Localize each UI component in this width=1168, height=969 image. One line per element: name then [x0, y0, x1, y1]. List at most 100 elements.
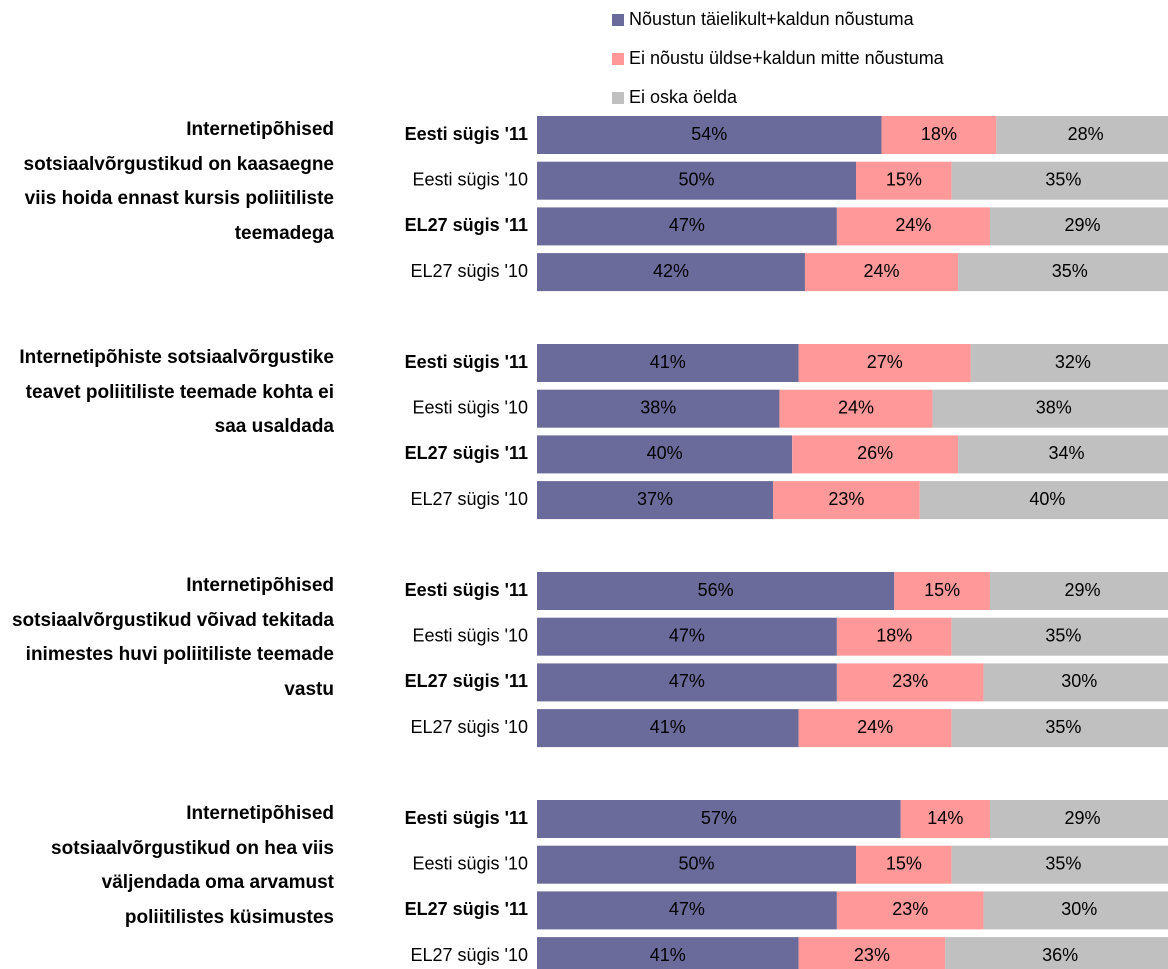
legend-swatch [612, 92, 624, 104]
value-label: 47% [669, 899, 705, 919]
bar-segment [951, 709, 1168, 748]
value-label: 23% [892, 671, 928, 691]
row-label: Eesti sügis '11 [405, 352, 528, 372]
value-label: 35% [1045, 169, 1081, 189]
row-label: EL27 sügis '10 [410, 489, 528, 509]
row-label: EL27 sügis '11 [405, 443, 528, 463]
row-label: Eesti sügis '10 [413, 397, 529, 417]
row-label: EL27 sügis '10 [410, 261, 528, 281]
bar-segment [951, 617, 1168, 656]
group-label: Internetipõhiste sotsiaalvõrgustike teav… [19, 347, 334, 437]
bar-segment [537, 663, 837, 702]
value-label: 32% [1055, 352, 1091, 372]
bar-segment [773, 481, 920, 520]
bar-segment [970, 344, 1168, 382]
bar-segment [792, 435, 959, 474]
bar-segment [779, 389, 933, 428]
bar-segment [881, 116, 997, 154]
value-label: 27% [867, 352, 903, 372]
row-label: Eesti sügis '11 [405, 808, 528, 828]
value-label: 41% [650, 945, 686, 965]
bar-segment [537, 253, 805, 292]
value-label: 23% [854, 945, 890, 965]
value-label: 30% [1061, 899, 1097, 919]
value-label: 14% [927, 808, 963, 828]
value-label: 41% [650, 717, 686, 737]
bar-segment [537, 800, 901, 838]
group-label: Internetipõhised sotsiaalvõrgustikud on … [51, 803, 334, 928]
value-label: 28% [1068, 124, 1104, 144]
value-label: 24% [895, 215, 931, 235]
value-label: 30% [1061, 671, 1097, 691]
bar-segment [856, 845, 952, 884]
bar-segment [537, 344, 799, 382]
value-label: 23% [828, 489, 864, 509]
value-label: 41% [650, 352, 686, 372]
value-label: 35% [1045, 853, 1081, 873]
bar-segment [951, 161, 1168, 200]
bar-segment [836, 617, 952, 656]
value-label: 54% [691, 124, 727, 144]
bar-segment [989, 572, 1168, 610]
value-label: 35% [1045, 717, 1081, 737]
bar-segment [537, 389, 780, 428]
legend-swatch [612, 14, 624, 26]
bar-segment [900, 800, 990, 838]
bar-segment [919, 481, 1168, 520]
value-label: 38% [1036, 397, 1072, 417]
bar-segment [958, 253, 1168, 292]
value-label: 36% [1042, 945, 1078, 965]
bar-segment [989, 207, 1168, 246]
bar-segment [804, 253, 959, 292]
row-label: EL27 sügis '10 [410, 945, 528, 965]
value-label: 15% [886, 169, 922, 189]
value-label: 56% [698, 580, 734, 600]
bar-segment [537, 161, 856, 200]
bar-segment [537, 435, 793, 474]
row-label: Eesti sügis '10 [413, 853, 529, 873]
bar-segment [958, 435, 1168, 474]
bar-segment [798, 709, 952, 748]
bar-segment [537, 481, 774, 520]
bar-segment [856, 161, 952, 200]
row-label: EL27 sügis '11 [405, 215, 528, 235]
bar-segment [983, 663, 1168, 702]
value-label: 47% [669, 625, 705, 645]
value-label: 18% [876, 625, 912, 645]
bar-segment [537, 891, 837, 930]
value-label: 29% [1064, 808, 1100, 828]
legend-swatch [612, 53, 624, 65]
group-label: Internetipõhised sotsiaalvõrgustikud või… [11, 575, 334, 700]
row-label: EL27 sügis '11 [405, 899, 528, 919]
value-label: 34% [1049, 443, 1085, 463]
row-label: Eesti sügis '11 [405, 580, 528, 600]
legend-label: Nõustun täielikult+kaldun nõustuma [629, 9, 915, 29]
value-label: 47% [669, 671, 705, 691]
bar-segment [945, 937, 1168, 969]
value-label: 40% [647, 443, 683, 463]
bar-segment [836, 207, 990, 246]
bar-segment [537, 116, 882, 154]
value-label: 42% [653, 261, 689, 281]
value-label: 23% [892, 899, 928, 919]
bar-segment [537, 937, 799, 969]
value-label: 57% [701, 808, 737, 828]
value-label: 24% [864, 261, 900, 281]
value-label: 15% [924, 580, 960, 600]
bar-segment [537, 709, 799, 748]
bar-segment [894, 572, 990, 610]
bar-segment [932, 389, 1168, 428]
value-label: 15% [886, 853, 922, 873]
bar-segment [983, 891, 1168, 930]
row-label: EL27 sügis '11 [405, 671, 528, 691]
row-label: Eesti sügis '11 [405, 124, 528, 144]
value-label: 47% [669, 215, 705, 235]
value-label: 50% [678, 169, 714, 189]
value-label: 40% [1029, 489, 1065, 509]
bar-segment [537, 845, 856, 884]
value-label: 24% [838, 397, 874, 417]
bar-segment [989, 800, 1168, 838]
value-label: 24% [857, 717, 893, 737]
